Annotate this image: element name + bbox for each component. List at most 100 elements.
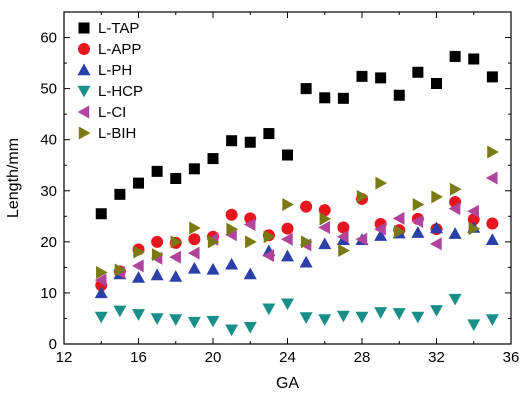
data-point — [189, 221, 201, 235]
data-point — [94, 273, 107, 287]
series-l-hcp — [94, 293, 499, 337]
x-tick-label: 28 — [354, 349, 371, 366]
data-point — [299, 255, 313, 268]
data-point — [226, 135, 238, 147]
x-tick-label: 36 — [503, 349, 520, 366]
data-point — [226, 222, 239, 236]
data-point — [299, 312, 313, 324]
x-tick-label: 12 — [56, 349, 73, 366]
legend-marker — [77, 63, 91, 76]
data-point — [412, 66, 424, 78]
data-point — [374, 222, 386, 236]
data-point — [188, 233, 201, 246]
data-point — [169, 314, 183, 326]
data-point — [355, 232, 368, 246]
data-point — [485, 171, 498, 185]
data-point — [337, 221, 350, 234]
data-point — [151, 248, 164, 262]
data-point — [375, 176, 388, 190]
axes: 12 16 20 24 28 32 36 0 10 20 30 40 50 60 — [40, 12, 519, 366]
data-point — [245, 235, 257, 249]
legend-label: L-HCP — [98, 83, 143, 100]
data-point — [431, 78, 442, 90]
legend-item: L-CI — [77, 104, 126, 121]
data-point — [281, 249, 294, 262]
data-point — [151, 165, 163, 177]
data-point — [282, 198, 294, 212]
data-point — [263, 230, 276, 244]
data-point — [94, 286, 108, 299]
data-point — [170, 173, 182, 185]
y-tick-label: 20 — [40, 234, 57, 251]
data-point — [449, 182, 462, 196]
data-point — [486, 217, 499, 230]
data-point — [319, 92, 331, 104]
data-point — [356, 70, 368, 82]
data-point — [394, 225, 406, 239]
data-point — [300, 83, 312, 95]
legend-label: L-TAP — [98, 20, 139, 37]
legend-marker — [78, 22, 90, 34]
data-point — [392, 308, 406, 320]
data-point — [96, 265, 108, 279]
legend-marker — [78, 43, 90, 55]
data-point — [132, 309, 145, 321]
data-point — [318, 237, 332, 250]
data-point — [225, 208, 238, 221]
data-point — [244, 136, 256, 148]
data-point — [374, 229, 388, 241]
legend-item: L-TAP — [78, 20, 139, 37]
data-point — [114, 188, 126, 200]
data-point — [243, 217, 256, 231]
data-point — [281, 222, 294, 235]
data-point — [467, 204, 479, 218]
data-point — [187, 261, 201, 274]
data-point — [485, 314, 499, 326]
data-point — [243, 267, 257, 280]
data-point — [113, 305, 127, 318]
data-point — [243, 321, 257, 334]
data-point — [318, 221, 330, 235]
data-point — [300, 235, 313, 249]
legend-item: L-HCP — [77, 83, 143, 100]
y-axis-title: Length/mm — [5, 138, 22, 218]
data-point — [281, 232, 293, 246]
y-tick-label: 60 — [40, 30, 57, 47]
data-point — [225, 257, 239, 270]
data-point — [431, 190, 443, 204]
data-point — [188, 163, 200, 175]
legend-label: L-BIH — [98, 125, 136, 142]
data-point — [356, 189, 369, 203]
data-point — [485, 233, 499, 246]
data-point — [448, 293, 462, 306]
data-point — [468, 53, 480, 65]
data-point — [94, 311, 108, 324]
y-tick-label: 0 — [49, 336, 57, 353]
y-tick-label: 40 — [40, 132, 57, 149]
data-point — [169, 250, 181, 264]
data-point — [318, 204, 331, 217]
data-point — [132, 271, 145, 283]
data-point — [133, 177, 144, 189]
data-point — [336, 230, 349, 244]
data-point — [487, 145, 499, 159]
y-tick-label: 50 — [40, 81, 57, 98]
data-point — [468, 222, 481, 236]
data-point — [337, 92, 349, 104]
data-point — [375, 72, 387, 84]
data-point — [150, 268, 164, 281]
x-axis-title: GA — [276, 375, 299, 392]
legend-marker — [77, 105, 90, 119]
legend-label: L-APP — [98, 41, 141, 58]
data-point — [95, 208, 107, 220]
legend-item: L-BIH — [78, 125, 136, 142]
data-point — [225, 324, 239, 337]
data-point — [187, 246, 200, 260]
data-point — [207, 235, 220, 249]
data-point — [430, 221, 443, 234]
data-point — [448, 227, 462, 239]
data-point — [206, 262, 220, 275]
data-point — [411, 311, 425, 324]
data-point — [411, 226, 425, 238]
